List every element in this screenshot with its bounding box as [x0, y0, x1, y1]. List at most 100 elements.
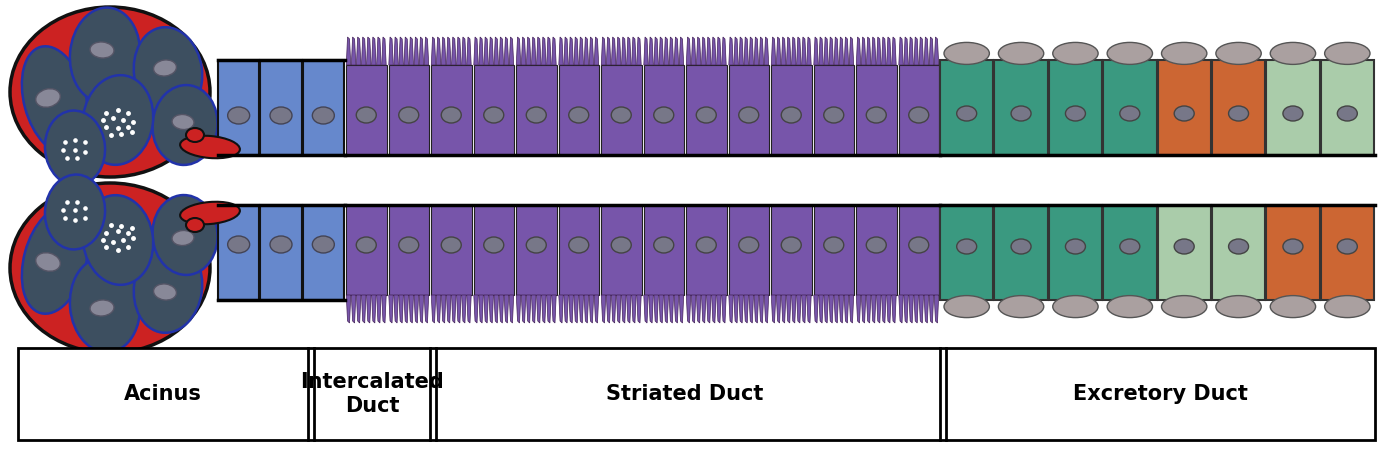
Ellipse shape [357, 107, 376, 123]
Ellipse shape [1228, 106, 1248, 121]
Polygon shape [351, 295, 355, 323]
Polygon shape [687, 37, 691, 65]
Ellipse shape [484, 107, 504, 123]
Ellipse shape [1228, 239, 1248, 254]
Polygon shape [739, 37, 743, 65]
Polygon shape [665, 37, 669, 65]
Polygon shape [739, 295, 743, 323]
Polygon shape [490, 295, 494, 323]
Bar [260, 205, 302, 300]
Ellipse shape [1283, 106, 1302, 121]
Ellipse shape [1011, 239, 1031, 254]
Ellipse shape [909, 107, 929, 123]
Polygon shape [569, 295, 574, 323]
Ellipse shape [739, 107, 758, 123]
Polygon shape [404, 295, 409, 323]
Polygon shape [680, 37, 684, 65]
Polygon shape [834, 295, 838, 323]
Ellipse shape [653, 107, 674, 123]
Bar [1049, 205, 1102, 300]
Polygon shape [771, 37, 776, 65]
Ellipse shape [1325, 42, 1370, 64]
Polygon shape [509, 295, 513, 323]
Ellipse shape [186, 128, 204, 142]
Polygon shape [669, 295, 673, 323]
Polygon shape [929, 295, 933, 323]
Polygon shape [473, 205, 513, 295]
Polygon shape [456, 295, 462, 323]
Polygon shape [431, 205, 471, 295]
Polygon shape [919, 37, 923, 65]
Polygon shape [813, 65, 853, 155]
Polygon shape [686, 65, 726, 155]
Bar [995, 60, 1048, 155]
Ellipse shape [866, 107, 886, 123]
Polygon shape [734, 295, 739, 323]
Polygon shape [361, 37, 367, 65]
Polygon shape [462, 295, 466, 323]
Polygon shape [509, 37, 513, 65]
Polygon shape [813, 205, 853, 295]
Polygon shape [558, 37, 564, 65]
Polygon shape [564, 295, 568, 323]
Polygon shape [499, 37, 504, 65]
Polygon shape [367, 37, 371, 65]
Polygon shape [935, 295, 939, 323]
Polygon shape [771, 205, 811, 295]
Polygon shape [771, 65, 811, 155]
Polygon shape [824, 37, 828, 65]
Ellipse shape [45, 174, 105, 250]
Polygon shape [734, 37, 739, 65]
Ellipse shape [70, 8, 140, 102]
Ellipse shape [154, 284, 176, 300]
Polygon shape [849, 295, 853, 323]
Polygon shape [537, 295, 541, 323]
Polygon shape [446, 295, 450, 323]
Polygon shape [372, 37, 376, 65]
Ellipse shape [526, 107, 546, 123]
Polygon shape [606, 295, 611, 323]
Polygon shape [574, 37, 578, 65]
Polygon shape [674, 37, 679, 65]
Polygon shape [395, 295, 399, 323]
Polygon shape [409, 37, 414, 65]
Polygon shape [898, 65, 939, 155]
Polygon shape [627, 37, 631, 65]
Polygon shape [602, 65, 642, 155]
Polygon shape [856, 295, 860, 323]
Polygon shape [653, 295, 659, 323]
Polygon shape [659, 37, 663, 65]
Polygon shape [872, 37, 876, 65]
Polygon shape [925, 37, 929, 65]
Polygon shape [919, 295, 923, 323]
Ellipse shape [1270, 42, 1315, 64]
Polygon shape [776, 37, 781, 65]
Polygon shape [558, 205, 599, 295]
Polygon shape [754, 37, 758, 65]
Polygon shape [621, 295, 625, 323]
Polygon shape [701, 37, 706, 65]
Ellipse shape [1337, 106, 1357, 121]
Polygon shape [891, 37, 897, 65]
Polygon shape [372, 295, 376, 323]
Polygon shape [665, 295, 669, 323]
Polygon shape [776, 295, 781, 323]
Polygon shape [478, 37, 483, 65]
Polygon shape [862, 37, 866, 65]
Ellipse shape [357, 237, 376, 253]
Polygon shape [473, 65, 513, 155]
Ellipse shape [1053, 42, 1098, 64]
Ellipse shape [36, 253, 60, 271]
Ellipse shape [1011, 106, 1031, 121]
Polygon shape [442, 295, 446, 323]
Ellipse shape [611, 107, 631, 123]
Text: Striated Duct: Striated Duct [606, 384, 764, 404]
Bar [1266, 60, 1319, 155]
Polygon shape [595, 295, 599, 323]
Polygon shape [494, 295, 498, 323]
Polygon shape [706, 37, 711, 65]
Polygon shape [712, 37, 716, 65]
Polygon shape [522, 295, 526, 323]
Polygon shape [579, 37, 583, 65]
Ellipse shape [152, 195, 218, 275]
